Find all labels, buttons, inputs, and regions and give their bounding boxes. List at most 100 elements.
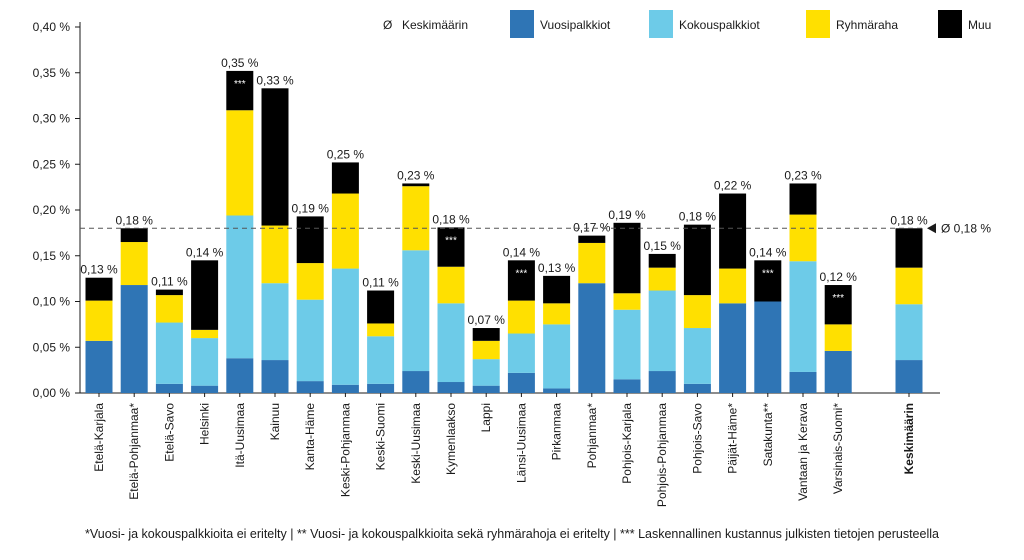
bar-segment-vuosipalkkiot <box>578 283 606 393</box>
bar-segment-muu <box>824 285 852 325</box>
bar-segment-vuosipalkkiot <box>895 360 923 393</box>
x-category-label: Pirkanmaa <box>550 403 564 461</box>
x-category-label: Varsinais-Suomi* <box>831 403 845 494</box>
bar-segment-muu <box>367 290 395 324</box>
y-tick-label: 0,35 % <box>33 66 71 80</box>
bar-segment-ryhmäraha <box>120 242 148 286</box>
bar-segment-ryhmäraha <box>226 110 254 216</box>
bar-segment-muu <box>472 328 500 341</box>
bar-segment-vuosipalkkiot <box>754 301 782 393</box>
bar-segment-vuosipalkkiot <box>155 383 183 393</box>
bar-segment-kokouspalkkiot <box>296 299 324 382</box>
legend-entry-label: Muu <box>968 18 991 32</box>
estimate-marker: *** <box>445 235 457 246</box>
bar-total-label: 0,23 % <box>784 168 822 182</box>
x-category-label: Pohjois-Pohjanmaa <box>655 403 669 507</box>
bar-segment-kokouspalkkiot <box>437 303 465 383</box>
bar-segment-vuosipalkkiot <box>402 371 430 393</box>
legend-entry-label: Ryhmäraha <box>836 18 898 32</box>
bar-segment-muu <box>543 275 571 304</box>
bar-segment-kokouspalkkiot <box>472 359 500 386</box>
bar-total-label: 0,11 % <box>362 276 399 290</box>
bar-segment-muu <box>155 289 183 296</box>
bar-total-label: 0,19 % <box>608 208 646 222</box>
bar-segment-muu <box>578 235 606 243</box>
estimate-marker: *** <box>832 293 844 304</box>
legend-swatch-vuosipalkkiot <box>510 10 534 38</box>
bar-segment-ryhmäraha <box>507 300 535 334</box>
legend-swatch-muu <box>938 10 962 38</box>
bar-segment-vuosipalkkiot <box>683 383 711 393</box>
bar-segment-muu <box>789 183 817 215</box>
bar-segment-muu <box>613 222 641 294</box>
footnote: *Vuosi- ja kokouspalkkioita ei eritelty … <box>85 527 939 541</box>
bar-total-label: 0,33 % <box>256 73 294 87</box>
bar-segment-muu <box>895 228 923 268</box>
x-category-label: Helsinki <box>198 403 212 445</box>
bar-segment-kokouspalkkiot <box>895 304 923 361</box>
y-tick-label: 0,15 % <box>33 249 71 263</box>
x-category-label: Etelä-Karjala <box>92 403 106 472</box>
legend-swatch-ryhmäraha <box>806 10 830 38</box>
bar-segment-ryhmäraha <box>719 268 747 304</box>
bar-segment-muu <box>507 260 535 301</box>
bar-total-label: 0,14 % <box>749 245 787 259</box>
bar-total-label: 0,25 % <box>327 147 365 161</box>
estimate-marker: *** <box>516 268 528 279</box>
bar-segment-ryhmäraha <box>824 324 852 351</box>
bar-segment-kokouspalkkiot <box>261 283 289 361</box>
bar-segment-vuosipalkkiot <box>719 303 747 393</box>
x-category-label: Pohjois-Karjala <box>620 403 634 484</box>
average-arrow-icon <box>927 223 936 234</box>
bar-segment-ryhmäraha <box>402 186 430 251</box>
bar-segment-vuosipalkkiot <box>331 384 359 393</box>
bar-segment-ryhmäraha <box>648 267 676 291</box>
bar-total-label: 0,22 % <box>714 179 752 193</box>
bar-segment-kokouspalkkiot <box>155 322 183 384</box>
y-tick-label: 0,00 % <box>33 386 71 400</box>
x-category-label: Pohjanmaa* <box>585 403 599 469</box>
bar-segment-muu <box>754 260 782 302</box>
bar-segment-muu <box>191 260 219 330</box>
bar-total-label: 0,14 % <box>503 245 541 259</box>
bar-segment-muu <box>226 70 254 111</box>
y-tick-label: 0,05 % <box>33 340 71 354</box>
average-line-group: Ø 0,18 % <box>80 221 991 235</box>
x-category-label: Itä-Uusimaa <box>233 403 247 468</box>
bar-total-label: 0,14 % <box>186 245 224 259</box>
bar-segment-ryhmäraha <box>155 295 183 323</box>
bar-segment-muu <box>402 183 430 187</box>
x-category-label: Länsi-Uusimaa <box>514 403 528 483</box>
bar-segment-muu <box>331 162 359 194</box>
bar-segment-kokouspalkkiot <box>191 338 219 386</box>
bar-total-label: 0,18 % <box>890 213 928 227</box>
x-category-label: Keski-Suomi <box>374 403 388 470</box>
bar-segment-vuosipalkkiot <box>120 285 148 393</box>
bar-segment-kokouspalkkiot <box>402 250 430 372</box>
legend-entry-label: Kokouspalkkiot <box>679 18 760 32</box>
bar-segment-vuosipalkkiot <box>507 372 535 393</box>
bar-segment-ryhmäraha <box>437 266 465 304</box>
x-category-label: Pohjois-Savo <box>690 403 704 474</box>
x-category-label: Lappi <box>479 403 493 432</box>
bar-segment-ryhmäraha <box>613 293 641 310</box>
y-tick-label: 0,20 % <box>33 203 71 217</box>
bar-segment-muu <box>719 193 747 269</box>
bar-segment-vuosipalkkiot <box>613 379 641 393</box>
y-tick-label: 0,30 % <box>33 112 71 126</box>
legend-swatch-kokouspalkkiot <box>649 10 673 38</box>
x-category-label: Vantaan ja Kerava <box>796 403 810 501</box>
legend-entry-label: Vuosipalkkiot <box>540 18 611 32</box>
y-tick-label: 0,25 % <box>33 157 71 171</box>
legend-average-label: Keskimäärin <box>402 18 468 32</box>
bar-segment-muu <box>437 227 465 267</box>
bar-segment-ryhmäraha <box>543 303 571 325</box>
bar-segment-ryhmäraha <box>261 225 289 284</box>
bar-total-label: 0,18 % <box>116 213 154 227</box>
x-category-label: Kanta-Häme <box>303 403 317 471</box>
bar-segment-vuosipalkkiot <box>648 371 676 393</box>
bar-segment-kokouspalkkiot <box>507 333 535 373</box>
bar-segment-vuosipalkkiot <box>296 381 324 393</box>
